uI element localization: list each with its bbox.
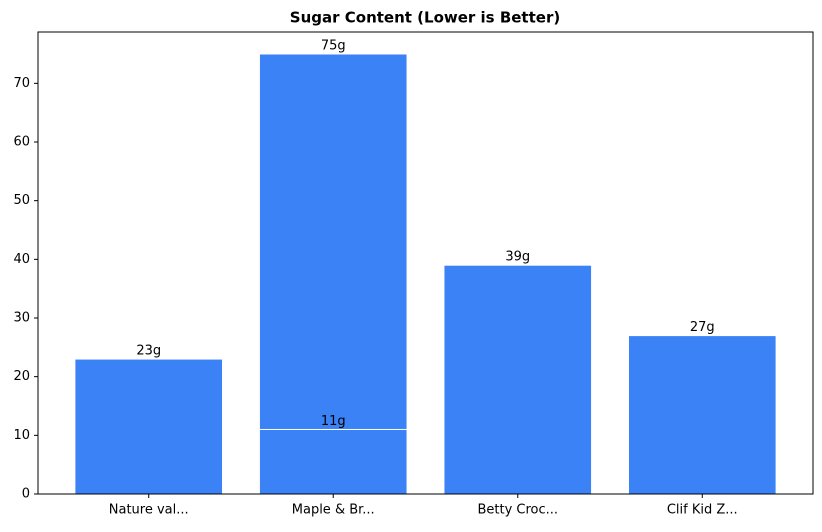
value-label: 11g — [321, 414, 346, 429]
value-label: 27g — [690, 320, 715, 335]
x-tick-label: Betty Croc... — [477, 503, 558, 518]
plot-frame — [37, 31, 814, 495]
bar — [258, 428, 408, 495]
bar — [74, 358, 224, 495]
chart-title: Sugar Content (Lower is Better) — [290, 9, 560, 27]
y-tick-label: 70 — [13, 76, 30, 91]
y-tick-label: 30 — [13, 311, 30, 326]
bar — [443, 264, 593, 495]
bar — [627, 335, 777, 495]
y-tick-label: 0 — [22, 487, 30, 502]
value-label: 23g — [136, 344, 161, 359]
x-tick-label: Maple & Br... — [292, 503, 375, 518]
y-tick-label: 60 — [13, 135, 30, 150]
x-tick-label: Clif Kid Z... — [667, 503, 738, 518]
y-tick-label: 10 — [13, 428, 30, 443]
x-tick-label: Nature val... — [109, 503, 189, 518]
bar — [258, 53, 408, 495]
value-label: 39g — [505, 250, 530, 265]
value-label: 75g — [321, 39, 346, 54]
y-tick-label: 20 — [13, 369, 30, 384]
y-tick-label: 50 — [13, 193, 30, 208]
y-tick-label: 40 — [13, 252, 30, 267]
